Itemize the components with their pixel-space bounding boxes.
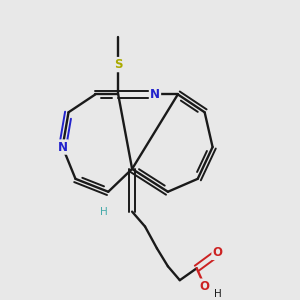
Text: N: N	[58, 141, 68, 154]
Text: O: O	[200, 280, 210, 293]
Text: H: H	[214, 289, 221, 299]
Text: H: H	[100, 207, 108, 217]
Text: O: O	[213, 246, 223, 259]
Text: S: S	[114, 58, 122, 71]
Text: N: N	[150, 88, 160, 101]
